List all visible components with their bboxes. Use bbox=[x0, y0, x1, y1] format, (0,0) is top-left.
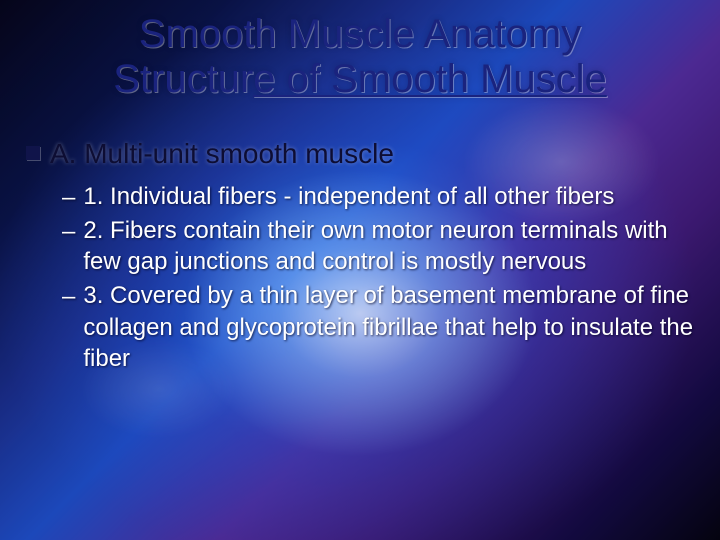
heading-a: A. Multi-unit smooth muscle bbox=[50, 136, 394, 171]
title-line-2-pre: Structur bbox=[113, 57, 253, 101]
heading-a-row: A. Multi-unit smooth muscle bbox=[26, 136, 696, 171]
list-item: – 1. Individual fibers - independent of … bbox=[62, 181, 696, 213]
slide-content: Smooth Muscle Anatomy Structure of Smoot… bbox=[0, 0, 720, 540]
point-1: 1. Individual fibers - independent of al… bbox=[83, 181, 614, 213]
title-line-1: Smooth Muscle Anatomy bbox=[139, 12, 581, 56]
sub-points-list: – 1. Individual fibers - independent of … bbox=[62, 181, 696, 376]
title-line-2-underlined: e of Smooth Muscle bbox=[253, 57, 607, 101]
dash-bullet-icon: – bbox=[62, 182, 75, 213]
list-item: – 2. Fibers contain their own motor neur… bbox=[62, 215, 696, 278]
slide-title: Smooth Muscle Anatomy Structure of Smoot… bbox=[51, 12, 669, 102]
dash-bullet-icon: – bbox=[62, 216, 75, 247]
point-3: 3. Covered by a thin layer of basement m… bbox=[83, 280, 696, 375]
dash-bullet-icon: – bbox=[62, 281, 75, 312]
square-bullet-icon bbox=[26, 146, 40, 160]
list-item: – 3. Covered by a thin layer of basement… bbox=[62, 280, 696, 375]
point-2: 2. Fibers contain their own motor neuron… bbox=[83, 215, 696, 278]
